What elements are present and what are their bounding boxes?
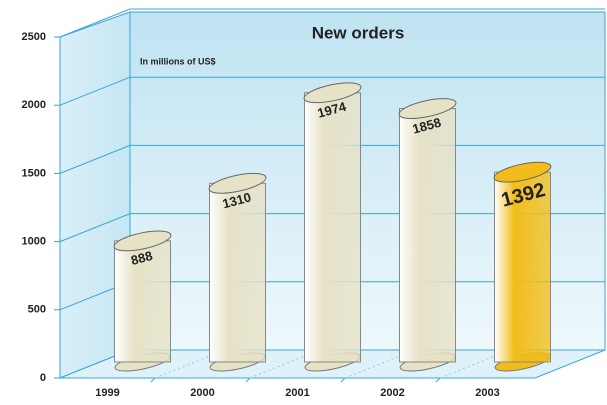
y-tick-label: 500	[28, 304, 46, 316]
value-label: 1310	[221, 189, 253, 211]
bar	[304, 92, 361, 363]
y-tick-label: 2500	[22, 31, 46, 43]
x-tick-label: 2003	[475, 387, 499, 399]
value-label: 1858	[411, 115, 443, 137]
chart-subtitle: In millions of US$	[140, 56, 216, 66]
x-tick	[150, 377, 156, 383]
bar-top	[398, 98, 457, 119]
bar-top	[493, 161, 552, 183]
y-tick-label: 0	[40, 372, 46, 384]
x-tick-label: 2001	[285, 387, 309, 399]
bar-top	[303, 82, 362, 104]
bar-top	[113, 230, 172, 252]
bar-top	[208, 172, 267, 194]
value-label: 1974	[316, 99, 349, 121]
grid-line	[59, 8, 605, 38]
bar	[399, 108, 456, 363]
y-tick-label: 2000	[22, 99, 46, 111]
bar	[494, 171, 551, 363]
grid-line	[59, 76, 605, 106]
x-tick-label: 2002	[380, 387, 404, 399]
value-label: 888	[129, 248, 154, 268]
x-tick	[245, 377, 251, 383]
x-tick	[435, 377, 441, 383]
x-tick-label: 2000	[190, 387, 214, 399]
y-tick-label: 1000	[22, 236, 46, 248]
chart-title: New orders	[312, 23, 405, 42]
x-tick	[340, 377, 346, 383]
x-tick-label: 1999	[95, 387, 119, 399]
bar	[209, 182, 266, 363]
y-tick-label: 1500	[22, 167, 46, 179]
bar	[114, 240, 171, 363]
